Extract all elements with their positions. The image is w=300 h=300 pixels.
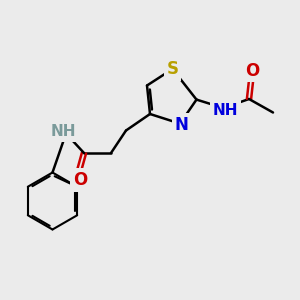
Text: NH: NH [212,103,238,118]
Text: O: O [73,171,87,189]
Text: NH: NH [50,124,76,140]
Text: S: S [167,60,178,78]
Text: O: O [245,61,259,80]
Text: N: N [175,116,188,134]
